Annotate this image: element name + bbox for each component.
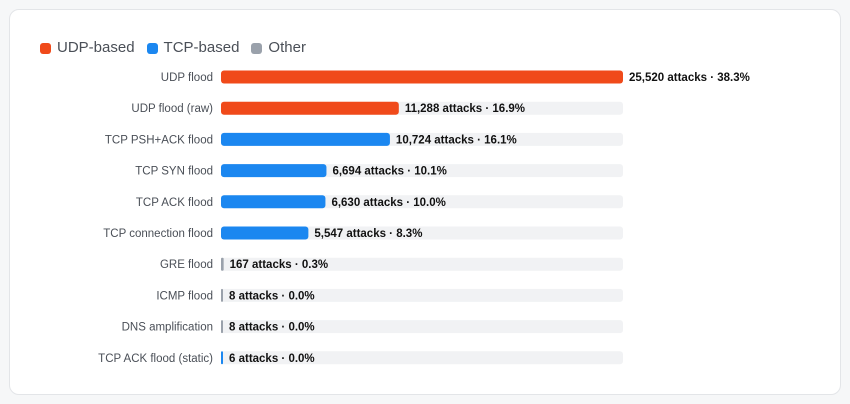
legend-item: UDP-based [40, 39, 135, 57]
category-label: ICMP flood [156, 290, 213, 302]
legend: UDP-based TCP-based Other [40, 39, 318, 57]
bar [221, 101, 399, 115]
value-label: 25,520 attacks · 38.3% [629, 72, 750, 84]
value-label: 5,547 attacks · 8.3% [314, 228, 422, 240]
value-label: 167 attacks · 0.3% [230, 259, 328, 271]
bar-track [221, 226, 623, 240]
category-label: TCP connection flood [103, 228, 213, 240]
bar [221, 351, 223, 365]
category-label: TCP ACK flood [136, 197, 213, 209]
value-label: 8 attacks · 0.0% [229, 322, 315, 334]
bar [221, 288, 223, 302]
bar [221, 195, 326, 209]
legend-label: TCP-based [163, 39, 240, 56]
bar-track [221, 257, 623, 271]
category-label: TCP ACK flood (static) [98, 353, 213, 365]
bar-track [221, 351, 623, 365]
bar [221, 132, 390, 146]
bar [221, 164, 327, 178]
value-label: 8 attacks · 0.0% [229, 290, 315, 302]
legend-swatch [40, 42, 51, 54]
category-label: UDP flood (raw) [131, 103, 213, 115]
bar [221, 257, 224, 271]
value-label: 6 attacks · 0.0% [229, 353, 315, 365]
value-label: 11,288 attacks · 16.9% [405, 103, 525, 115]
category-label: UDP flood [161, 72, 213, 84]
legend-swatch [146, 42, 158, 54]
legend-label: Other [268, 39, 306, 56]
value-label: 10,724 attacks · 16.1% [396, 134, 517, 146]
bar [221, 70, 623, 84]
value-label: 6,694 attacks · 10.1% [332, 166, 446, 178]
category-label: DNS amplification [122, 322, 213, 334]
legend-item: TCP-based [146, 39, 240, 57]
legend-label: UDP-based [57, 39, 135, 56]
bar [221, 320, 223, 334]
category-label: TCP SYN flood [135, 166, 213, 178]
bar-track [221, 288, 623, 302]
category-label: TCP PSH+ACK flood [105, 134, 213, 146]
legend-swatch [251, 42, 263, 54]
bar-track [221, 320, 623, 334]
category-label: GRE flood [160, 259, 213, 271]
bar [221, 226, 309, 240]
value-label: 6,630 attacks · 10.0% [331, 197, 445, 209]
legend-item: Other [251, 39, 306, 57]
